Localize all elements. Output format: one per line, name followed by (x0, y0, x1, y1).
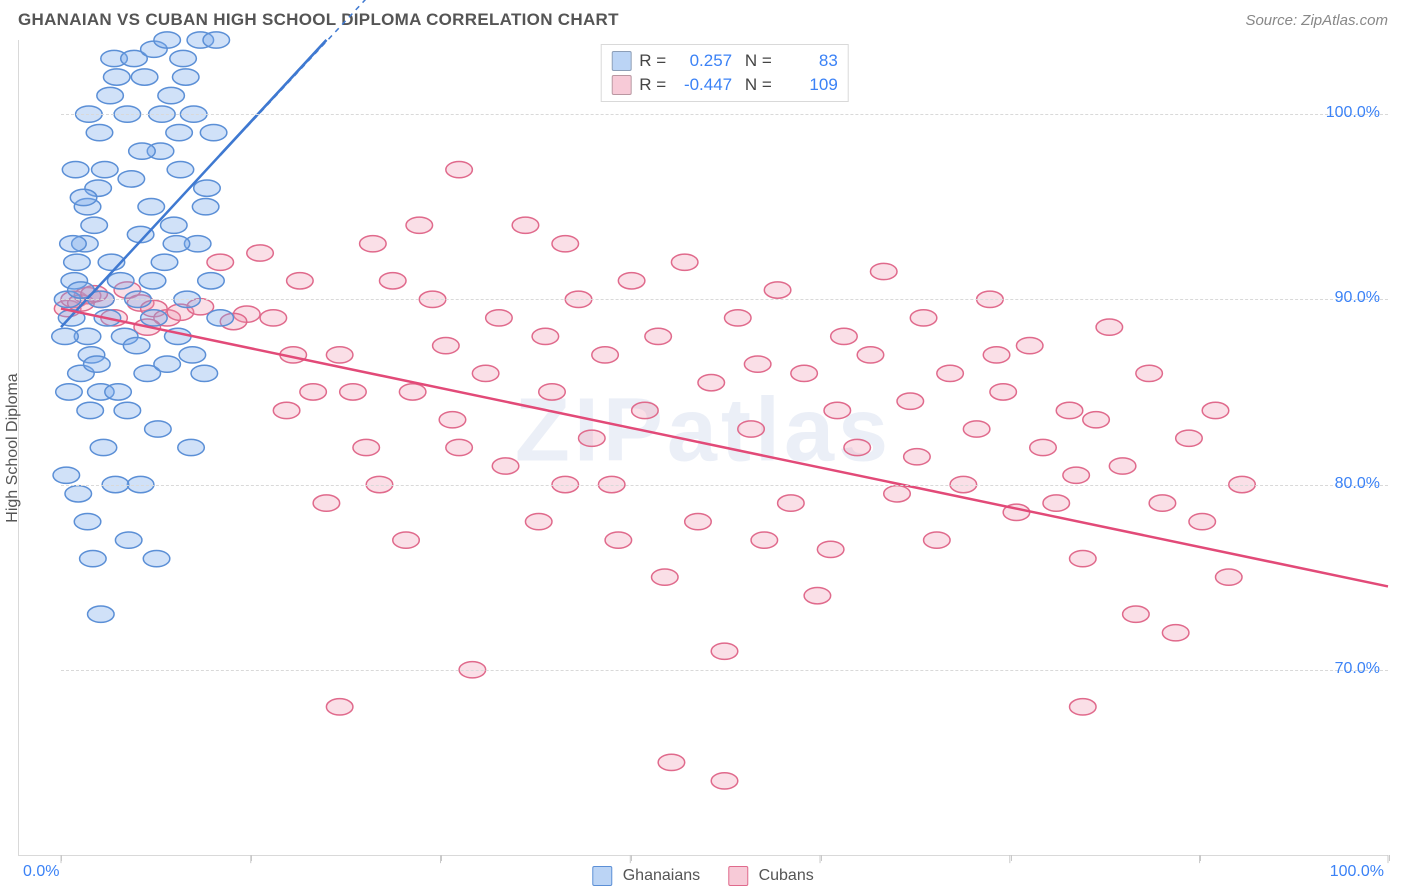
stats-row-cubans: R = -0.447 N = 109 (611, 73, 838, 97)
chart-source: Source: ZipAtlas.com (1245, 12, 1388, 29)
gridline-y (61, 114, 1388, 115)
y-tick-label: 70.0% (1335, 660, 1380, 678)
swatch-ghanaians (611, 51, 631, 71)
x-tick (61, 855, 62, 861)
n-value-ghanaians: 83 (780, 49, 838, 73)
bottom-legend: Ghanaians Cubans (592, 866, 813, 886)
r-value-ghanaians: 0.257 (674, 49, 732, 73)
legend-item-cubans: Cubans (728, 866, 814, 886)
chart-header: GHANAIAN VS CUBAN HIGH SCHOOL DIPLOMA CO… (0, 0, 1406, 36)
chart-title: GHANAIAN VS CUBAN HIGH SCHOOL DIPLOMA CO… (18, 10, 619, 30)
gridline-y (61, 670, 1388, 671)
gridline-y (61, 485, 1388, 486)
y-tick-label: 80.0% (1335, 475, 1380, 493)
y-tick-label: 100.0% (1326, 104, 1380, 122)
x-tick (821, 855, 822, 861)
y-axis-label: High School Diploma (4, 373, 22, 522)
legend-label-ghanaians: Ghanaians (623, 867, 700, 884)
n-value-cubans: 109 (780, 73, 838, 97)
stats-row-ghanaians: R = 0.257 N = 83 (611, 49, 838, 73)
r-value-cubans: -0.447 (674, 73, 732, 97)
plot-region: R = 0.257 N = 83 R = -0.447 N = 109 (61, 40, 1388, 855)
x-tick (631, 855, 632, 861)
chart-area: High School Diploma ZIPatlas R = 0.257 N… (18, 40, 1388, 856)
legend-item-ghanaians: Ghanaians (592, 866, 700, 886)
x-axis-max: 100.0% (1330, 863, 1384, 881)
x-axis-min: 0.0% (23, 863, 59, 881)
legend-label-cubans: Cubans (759, 867, 814, 884)
legend-swatch-ghanaians (592, 866, 612, 886)
x-tick (1011, 855, 1012, 861)
x-tick (441, 855, 442, 861)
x-tick (1389, 855, 1390, 861)
legend-swatch-cubans (728, 866, 748, 886)
gridline-y (61, 299, 1388, 300)
x-tick (1200, 855, 1201, 861)
plot-svg (61, 40, 1388, 855)
x-tick (251, 855, 252, 861)
y-tick-label: 90.0% (1335, 289, 1380, 307)
stats-legend-box: R = 0.257 N = 83 R = -0.447 N = 109 (600, 44, 849, 102)
swatch-cubans (611, 75, 631, 95)
